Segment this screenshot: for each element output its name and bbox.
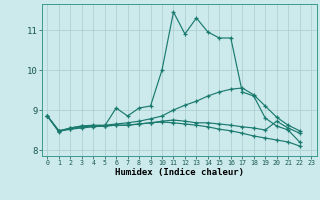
X-axis label: Humidex (Indice chaleur): Humidex (Indice chaleur)	[115, 168, 244, 177]
